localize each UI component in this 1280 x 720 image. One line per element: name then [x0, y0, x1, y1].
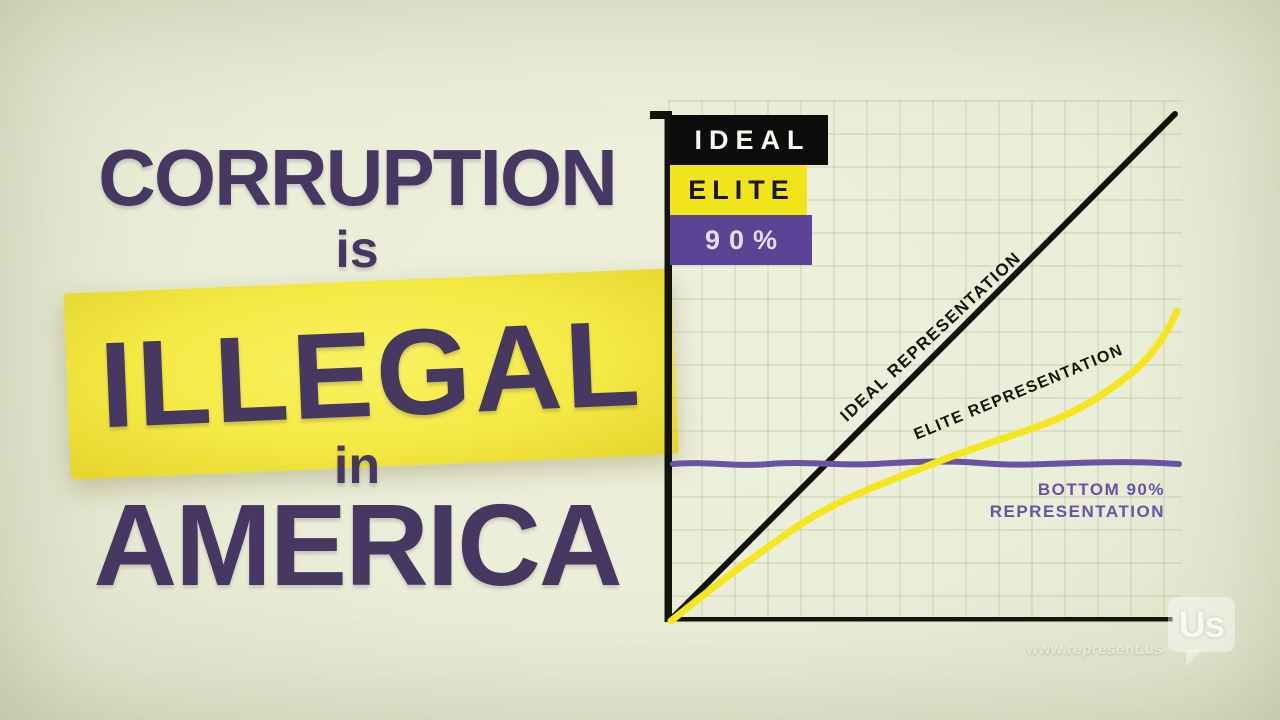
ideal-representation-line — [668, 111, 1178, 623]
x-axis — [664, 617, 1173, 622]
legend-item-90-percent: 90% — [670, 215, 812, 265]
watermark-url: www.represent.us — [1026, 641, 1163, 658]
headline-word-corruption: CORRUPTION — [98, 133, 618, 222]
chart-legend: IDEAL ELITE 90% — [670, 115, 828, 265]
legend-item-ideal: IDEAL — [670, 115, 828, 165]
elite-representation-line — [667, 307, 1181, 625]
representus-logo-text: Us — [1178, 603, 1225, 645]
y-axis — [664, 111, 672, 622]
bottom-90-representation-line — [670, 458, 1182, 468]
headline-connector-in: in — [333, 437, 381, 495]
y-axis-cap — [650, 111, 672, 119]
logo-bubble-tail — [1186, 650, 1202, 666]
bottom-90-label-line2: REPRESENTATION — [989, 502, 1165, 521]
bottom-90-representation-label: BOTTOM 90% REPRESENTATION — [990, 479, 1165, 523]
representus-logo-bubble: Us — [1168, 597, 1235, 652]
headline-connector-is: is — [335, 221, 379, 279]
bottom-90-label-line1: BOTTOM 90% — [1037, 480, 1165, 499]
legend-item-elite: ELITE — [670, 165, 807, 215]
headline-word-america: AMERICA — [93, 480, 622, 610]
